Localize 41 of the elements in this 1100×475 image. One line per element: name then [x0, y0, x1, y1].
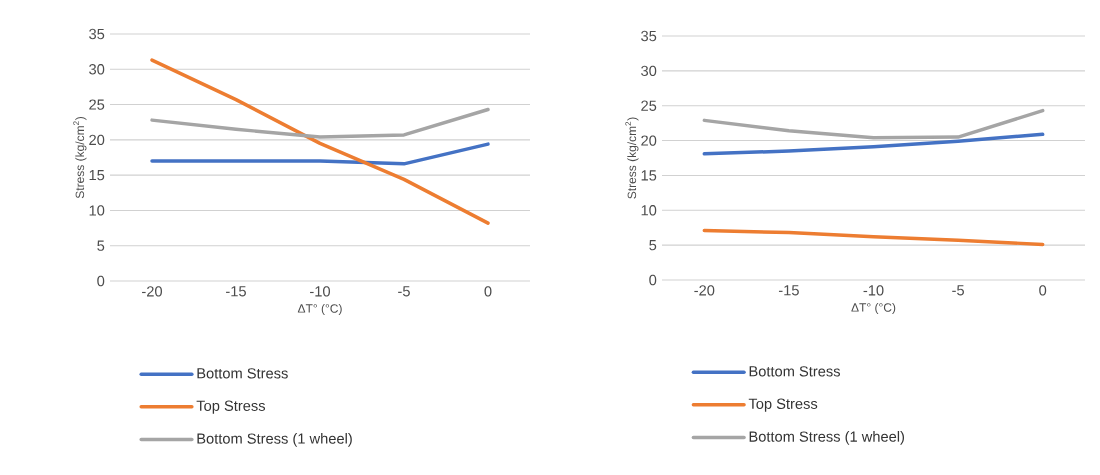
- legend-label: Bottom Stress (1 wheel): [197, 433, 352, 447]
- y-tick-label: 35: [89, 28, 105, 40]
- y-tick-label: 15: [89, 170, 105, 181]
- x-tick-label: -5: [952, 285, 964, 296]
- y-tick-label: 10: [89, 205, 105, 216]
- y-tick-label: 20: [641, 135, 657, 146]
- x-tick-label: -15: [226, 286, 246, 297]
- x-tick-label: -5: [398, 286, 410, 297]
- x-tick-label: 0: [1039, 285, 1047, 296]
- line-series: [702, 132, 1045, 156]
- x-tick-label: -10: [310, 286, 331, 297]
- x-tick-label: -10: [863, 285, 884, 296]
- y-tick-label: 5: [97, 240, 105, 251]
- legend-label: Top Stress: [748, 398, 818, 412]
- y-tick-label: 10: [641, 205, 657, 216]
- x-tick-label: -20: [142, 286, 163, 297]
- line-series: [702, 108, 1045, 140]
- x-tick-label: -15: [778, 285, 799, 296]
- y-tick-label: 25: [89, 99, 105, 110]
- y-axis-title: Stress (kg/cm$^{2}$): [625, 117, 639, 199]
- line-series: [150, 58, 490, 225]
- legend-label: Top Stress: [196, 400, 266, 414]
- y-tick-label: 15: [641, 170, 657, 181]
- y-tick-label: 30: [89, 64, 105, 75]
- y-tick-label: 35: [641, 30, 657, 42]
- legend-label: Bottom Stress: [197, 368, 288, 379]
- legend-label: Bottom Stress (1 wheel): [749, 431, 905, 445]
- y-tick-label: 25: [641, 100, 657, 111]
- y-tick-label: 0: [97, 275, 105, 287]
- x-tick-label: 0: [484, 286, 492, 297]
- y-axis-title: Stress (kg/cm$^{2}$): [73, 117, 87, 199]
- x-tick-label: -20: [694, 285, 715, 296]
- x-axis-title: ΔT° (°C): [297, 303, 342, 316]
- y-tick-label: 20: [89, 134, 105, 146]
- line-series: [702, 228, 1045, 247]
- legend-label: Bottom Stress: [749, 366, 841, 377]
- y-tick-label: 30: [641, 65, 657, 77]
- line-series: [150, 107, 490, 139]
- x-axis-title: ΔT° (°C): [851, 302, 896, 315]
- y-tick-label: 5: [649, 240, 657, 251]
- y-tick-label: 0: [649, 274, 657, 286]
